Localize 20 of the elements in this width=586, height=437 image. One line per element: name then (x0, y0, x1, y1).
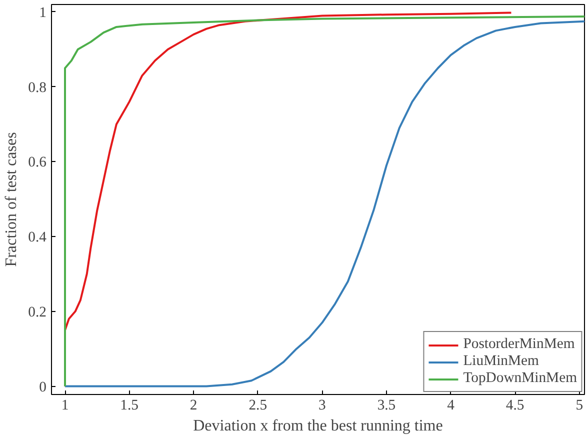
x-axis-title: Deviation x from the best running time (193, 418, 443, 434)
x-tick-label: 4.5 (506, 398, 524, 414)
x-tick-label: 3.5 (377, 398, 396, 414)
x-tick-label: 3 (318, 398, 326, 414)
legend-label: TopDownMinMem (463, 370, 577, 387)
x-tick-label: 2 (190, 398, 198, 414)
y-tick-label: 0.8 (28, 80, 47, 96)
x-tick-label: 4 (447, 398, 456, 414)
legend-label: PostorderMinMem (463, 336, 575, 353)
y-tick-label: 0 (39, 379, 46, 396)
y-tick-label: 0.4 (28, 230, 48, 246)
legend-label: LiuMinMem (463, 353, 539, 370)
x-tick-label: 5 (576, 398, 584, 414)
y-tick-label: 0.6 (28, 154, 47, 171)
x-tick-label: 1 (61, 398, 69, 414)
x-tick-label: 1.5 (120, 398, 138, 414)
y-tick-label: 1 (39, 4, 46, 21)
y-axis-title: Fraction of test cases (3, 132, 20, 267)
y-tick-label: 0.2 (28, 304, 47, 320)
x-tick-label: 2.5 (248, 398, 268, 414)
